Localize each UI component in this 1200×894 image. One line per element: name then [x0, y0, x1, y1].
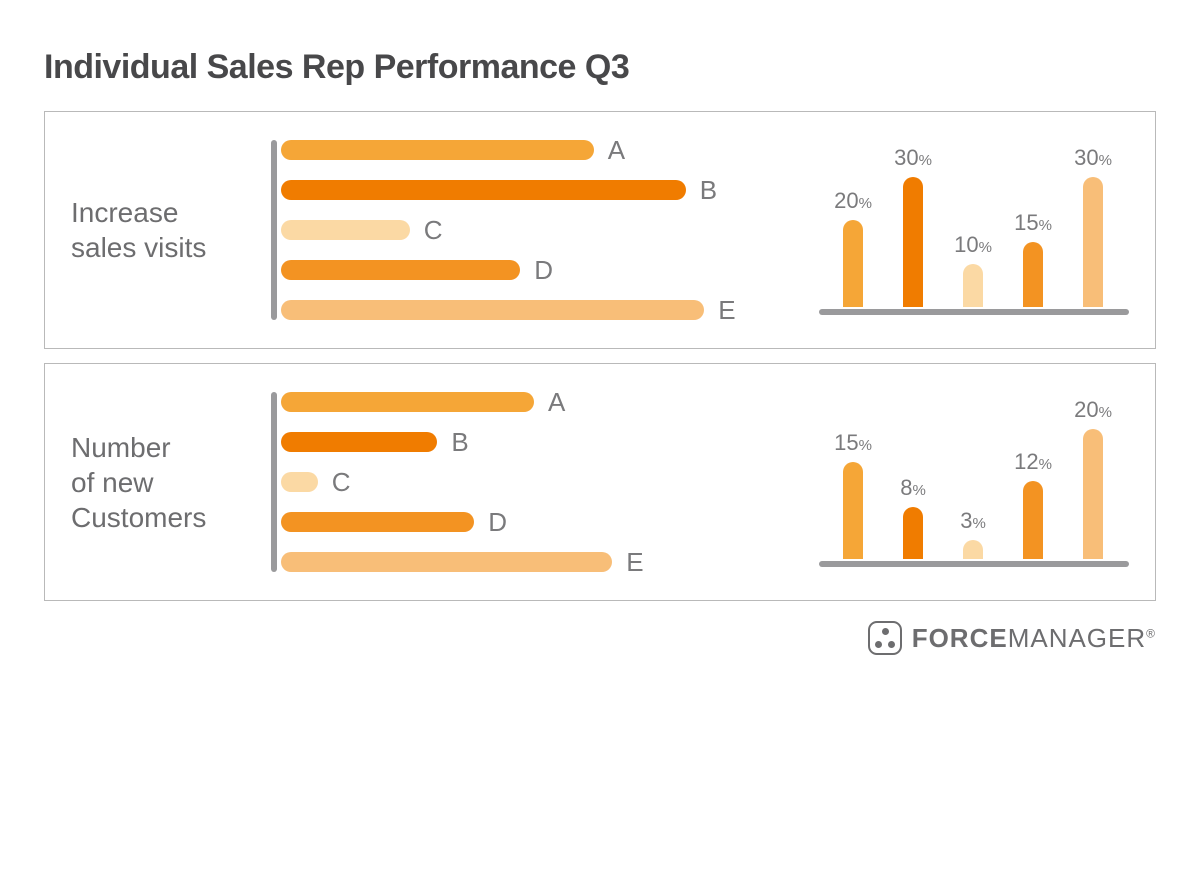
brand-wordmark: FORCEMANAGER® — [912, 623, 1156, 654]
vbar-value-label: 8% — [878, 475, 948, 501]
vbar-col: 15% — [843, 462, 863, 560]
vbar-col: 20% — [843, 220, 863, 307]
hbar-row: D — [281, 512, 507, 532]
hbar-letter: B — [451, 427, 468, 458]
vbar-value-label: 30% — [878, 145, 948, 171]
hbar-letter: C — [332, 467, 351, 498]
vbar-col: 20% — [1083, 429, 1103, 559]
vbar-value-label: 15% — [818, 430, 888, 456]
vbar — [963, 540, 983, 560]
vbar — [1023, 481, 1043, 559]
hbar — [281, 220, 410, 240]
vbar-axis — [819, 561, 1129, 567]
vbar-value-label: 3% — [938, 508, 1008, 534]
hbar-row: D — [281, 260, 553, 280]
vbar-col: 10% — [963, 264, 983, 307]
brand-logo-icon — [868, 621, 902, 655]
hbar-row: C — [281, 220, 443, 240]
vbar-col: 15% — [1023, 242, 1043, 307]
metric-panel: Numberof newCustomersABCDE15%8%3%12%20% — [44, 363, 1156, 601]
vbar — [903, 507, 923, 559]
hbar-row: B — [281, 432, 469, 452]
vbar-value-label: 20% — [1058, 397, 1128, 423]
vbar — [963, 264, 983, 307]
hbar-letter: E — [626, 547, 643, 578]
vbar-col: 3% — [963, 540, 983, 560]
panel-label: Increasesales visits — [71, 195, 271, 265]
hbar-row: E — [281, 552, 644, 572]
hbar-letter: C — [424, 215, 443, 246]
hbar — [281, 180, 686, 200]
vbar — [1023, 242, 1043, 307]
hbar — [281, 472, 318, 492]
vbar — [903, 177, 923, 307]
hbar-letter: D — [488, 507, 507, 538]
hbar — [281, 432, 437, 452]
hbar — [281, 260, 520, 280]
metric-panel: Increasesales visitsABCDE20%30%10%15%30% — [44, 111, 1156, 349]
vbar-axis — [819, 309, 1129, 315]
hbar — [281, 512, 474, 532]
vbar — [843, 462, 863, 560]
hbar-row: C — [281, 472, 351, 492]
vbar-col: 30% — [1083, 177, 1103, 307]
hbar-letter: D — [534, 255, 553, 286]
hbar — [281, 552, 612, 572]
panel-label: Numberof newCustomers — [71, 430, 271, 535]
hbar-row: A — [281, 392, 565, 412]
vbar-value-label: 30% — [1058, 145, 1128, 171]
vbar-value-label: 12% — [998, 449, 1068, 475]
vbar-col: 30% — [903, 177, 923, 307]
brand-footer: FORCEMANAGER® — [44, 621, 1156, 655]
hbar-row: B — [281, 180, 717, 200]
horizontal-bar-chart: ABCDE — [271, 392, 791, 572]
hbar-row: A — [281, 140, 625, 160]
hbar-letter: A — [608, 135, 625, 166]
vertical-bar-chart: 15% 8% 3% 12% 20% — [819, 397, 1129, 567]
hbar-letter: B — [700, 175, 717, 206]
vbar-col: 8% — [903, 507, 923, 559]
vbar — [1083, 429, 1103, 559]
vbar — [843, 220, 863, 307]
vertical-bar-chart: 20% 30% 10% 15% 30% — [819, 145, 1129, 315]
vbar-value-label: 20% — [818, 188, 888, 214]
hbar-axis — [271, 392, 277, 572]
hbar — [281, 392, 534, 412]
vbar-value-label: 15% — [998, 210, 1068, 236]
page-title: Individual Sales Rep Performance Q3 — [44, 48, 1156, 87]
vbar-col: 12% — [1023, 481, 1043, 559]
hbar-row: E — [281, 300, 736, 320]
vbar — [1083, 177, 1103, 307]
hbar-letter: A — [548, 387, 565, 418]
hbar-axis — [271, 140, 277, 320]
horizontal-bar-chart: ABCDE — [271, 140, 791, 320]
hbar — [281, 300, 704, 320]
hbar-letter: E — [718, 295, 735, 326]
hbar — [281, 140, 594, 160]
